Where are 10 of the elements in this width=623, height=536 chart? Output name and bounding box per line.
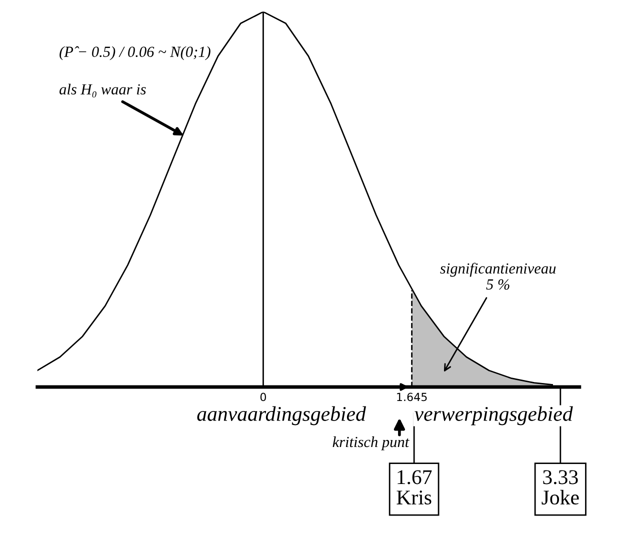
text: 1.67 Kris (396, 470, 432, 505)
annotation: als H₀ waar is (60, 84, 146, 98)
annotation: significantieniveau 5 % (440, 262, 556, 290)
annotation: (P̂ − 0.5) / 0.06 ~ N(0;1) (60, 46, 210, 60)
x-tick-label: 1.645 (397, 392, 427, 402)
text: aanvaardingsgebied (197, 406, 366, 426)
text: verwerpingsgebied (414, 406, 573, 426)
text: 3.33 Joke (542, 470, 579, 505)
x-tick-label: 0 (260, 392, 266, 402)
text: kritisch punt (332, 436, 410, 450)
